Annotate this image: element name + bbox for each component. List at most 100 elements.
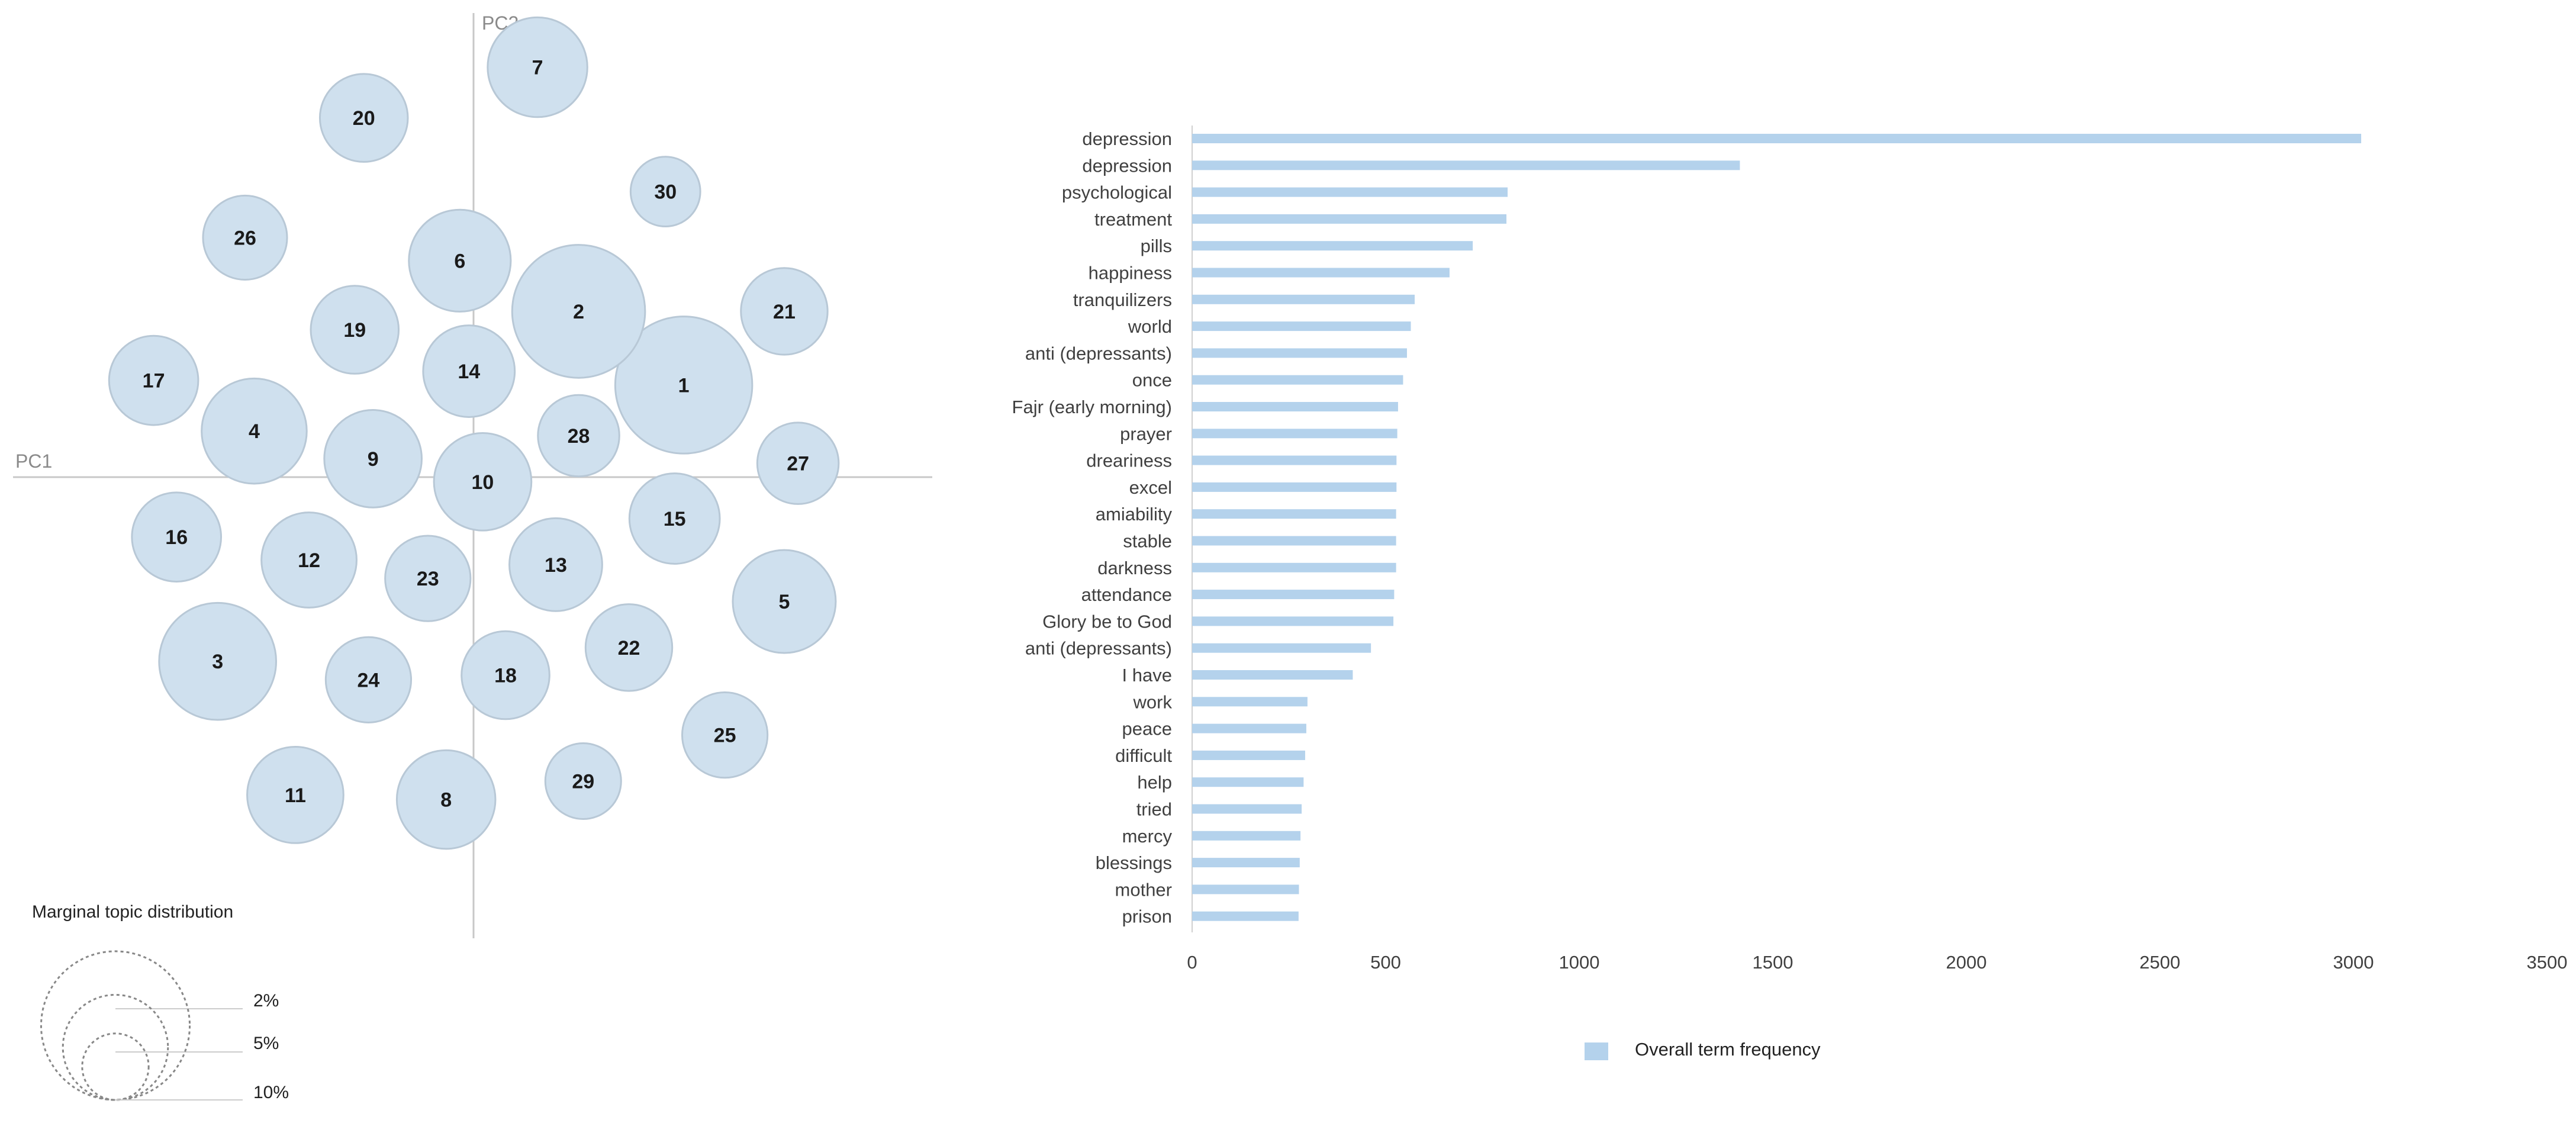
bar-25 bbox=[1192, 777, 1304, 787]
topic-bubble-29: 29 bbox=[544, 742, 622, 820]
bar-1 bbox=[1192, 134, 2362, 143]
pc1-axis-label: PC1 bbox=[15, 451, 52, 472]
topic-label: 22 bbox=[618, 637, 640, 659]
size-legend-label: 10% bbox=[253, 1083, 289, 1102]
bar-category-label: treatment bbox=[1094, 209, 1172, 230]
topic-label: 28 bbox=[568, 425, 590, 448]
bar-category-label: Fajr (early morning) bbox=[1012, 397, 1172, 417]
topic-label: 29 bbox=[572, 770, 594, 793]
topic-label: 14 bbox=[458, 361, 480, 383]
legend-swatch bbox=[1585, 1042, 1608, 1060]
bar-category-label: depression bbox=[1082, 155, 1172, 176]
topic-circle bbox=[487, 16, 588, 118]
bar-4 bbox=[1192, 214, 1507, 224]
topic-circle bbox=[201, 377, 308, 485]
bar-category-label: tranquilizers bbox=[1073, 289, 1172, 310]
topic-circle bbox=[544, 742, 622, 820]
bar-26 bbox=[1192, 804, 1302, 814]
topic-bubble-6: 6 bbox=[408, 208, 512, 313]
bar-17 bbox=[1192, 562, 1396, 572]
size-legend-title: Marginal topic distribution bbox=[32, 902, 233, 922]
topic-bubble-10: 10 bbox=[433, 432, 533, 532]
bar-category-label: happiness bbox=[1089, 263, 1172, 284]
topic-label: 2 bbox=[573, 301, 584, 323]
topic-circle bbox=[324, 636, 413, 723]
topic-circle bbox=[629, 156, 701, 228]
topic-label: 15 bbox=[664, 508, 686, 530]
bar-8 bbox=[1192, 321, 1411, 332]
x-tick-label: 500 bbox=[1370, 952, 1401, 973]
bar-category-label: prayer bbox=[1120, 423, 1172, 444]
bar-category-label: blessings bbox=[1096, 852, 1172, 873]
topic-label: 23 bbox=[417, 568, 439, 590]
size-legend-circle bbox=[62, 993, 169, 1101]
topic-bubble-25: 25 bbox=[681, 691, 769, 779]
bar-18 bbox=[1192, 590, 1395, 600]
topic-label: 12 bbox=[298, 549, 320, 572]
topic-label: 6 bbox=[454, 250, 465, 272]
topic-circle bbox=[614, 316, 754, 455]
bar-legend: Overall term frequency bbox=[1585, 1039, 1821, 1060]
bar-category-label: help bbox=[1137, 772, 1172, 793]
topic-circle bbox=[628, 472, 721, 565]
bar-category-label: world bbox=[1128, 316, 1172, 337]
topic-circle bbox=[158, 601, 278, 721]
bar-28 bbox=[1192, 858, 1300, 868]
topic-label: 5 bbox=[778, 591, 790, 613]
bar-category-label: prison bbox=[1122, 906, 1172, 927]
topic-circle bbox=[131, 491, 223, 583]
topic-label: 17 bbox=[143, 370, 165, 392]
topic-label: 10 bbox=[472, 471, 494, 494]
topic-bubble-16: 16 bbox=[131, 491, 223, 583]
bar-category-label: amiability bbox=[1096, 504, 1173, 525]
bar-axes: depression depression psychological treatme… bbox=[1012, 126, 2568, 973]
topic-bubble-7: 7 bbox=[487, 16, 588, 118]
bar-27 bbox=[1192, 831, 1301, 841]
bar-category-label: tried bbox=[1136, 799, 1172, 820]
topic-bubble-11: 11 bbox=[246, 745, 344, 844]
topic-bubble-26: 26 bbox=[202, 194, 288, 281]
bar-7 bbox=[1192, 294, 1415, 304]
bar-14 bbox=[1192, 482, 1397, 492]
topic-circle bbox=[433, 432, 533, 532]
topic-label: 26 bbox=[234, 227, 256, 249]
topic-circle bbox=[511, 244, 646, 379]
topic-bubble-2: 2 bbox=[511, 244, 646, 379]
x-tick-label: 2500 bbox=[2140, 952, 2181, 973]
topic-bubble-30: 30 bbox=[629, 156, 701, 228]
topic-bubble-14: 14 bbox=[422, 324, 516, 418]
topic-label: 24 bbox=[358, 669, 380, 691]
bar-category-label: depression bbox=[1082, 128, 1172, 149]
topic-circle bbox=[318, 73, 409, 163]
topic-label: 27 bbox=[787, 453, 809, 475]
bar-24 bbox=[1192, 750, 1305, 760]
topic-bubble-28: 28 bbox=[537, 394, 620, 478]
topic-circle bbox=[681, 691, 769, 779]
topic-circle bbox=[384, 535, 472, 622]
topic-label: 13 bbox=[545, 554, 567, 577]
topic-label: 1 bbox=[678, 374, 690, 397]
topic-bubble-5: 5 bbox=[732, 549, 837, 654]
bar-category-label: stable bbox=[1123, 531, 1172, 552]
bar-category-label: difficult bbox=[1115, 745, 1172, 766]
bar-category-label: mercy bbox=[1122, 826, 1173, 847]
term-frequency-bar-chart: depression depression psychological treatme… bbox=[1012, 126, 2568, 1060]
topic-label: 30 bbox=[654, 181, 677, 204]
topic-bubble-20: 20 bbox=[318, 73, 409, 163]
bar-category-label: pills bbox=[1141, 236, 1172, 256]
x-tick-label: 3500 bbox=[2527, 952, 2568, 973]
size-legend-circle bbox=[81, 1032, 150, 1101]
bar-category-label: peace bbox=[1122, 719, 1172, 739]
bar-30 bbox=[1192, 911, 1299, 921]
bar-15 bbox=[1192, 509, 1396, 519]
bar-category-label: attendance bbox=[1081, 584, 1172, 605]
topic-circle bbox=[756, 421, 840, 505]
topic-circle bbox=[732, 549, 837, 654]
topic-bubble-23: 23 bbox=[384, 535, 472, 622]
bar-23 bbox=[1192, 723, 1306, 733]
topic-circle bbox=[461, 630, 550, 720]
bar-category-label: I have bbox=[1122, 665, 1172, 686]
topic-bubble-17: 17 bbox=[108, 334, 199, 426]
